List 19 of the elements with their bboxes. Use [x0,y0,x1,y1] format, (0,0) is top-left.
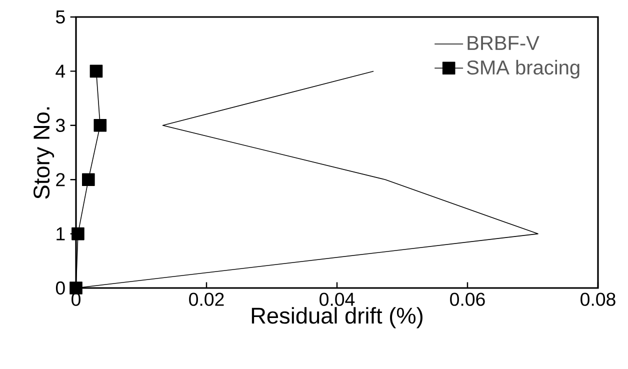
y-tick-label: 1 [56,227,65,240]
y-tick-label: 2 [56,173,65,186]
y-tick-label: 3 [56,118,65,132]
x-tick-label: 0.06 [450,292,485,306]
y-tick-label: 4 [56,64,66,78]
legend-label: BRBF-V [468,36,540,50]
point [70,282,82,294]
y-tick-label: 5 [56,10,65,24]
point [90,64,103,78]
point [94,119,107,132]
x-tick-label: 0.08 [580,292,616,306]
y-axis-title: Story No. [34,107,54,199]
x-axis-title: Residual drift (%) [252,307,422,328]
x-tick-label: 0.04 [320,292,355,306]
y-tick-label: 0 [56,281,65,295]
legend-label: SMA bracing [467,60,580,79]
point [72,227,84,240]
point [82,173,95,186]
x-tick-label: 0.02 [189,292,224,306]
